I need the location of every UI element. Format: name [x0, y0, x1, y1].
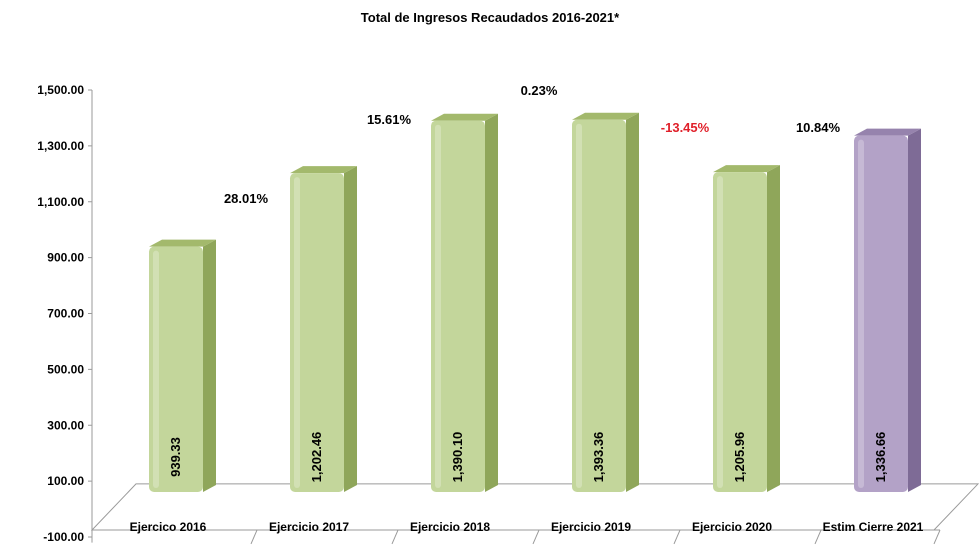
x-tick-label: Ejercicio 2017 [269, 520, 349, 534]
y-axis: -100.00 100.00 300.00 500.00 700.00 900.00 1,1… [37, 83, 93, 544]
bar-side-face [908, 128, 921, 492]
bar-top-face [713, 165, 780, 173]
x-tick-label: Ejercicio 2019 [551, 520, 631, 534]
bar-side-face [767, 165, 780, 492]
y-tick-label: 1,300.00 [37, 139, 84, 153]
bar-value-label: 1,393.36 [591, 432, 606, 483]
y-tick-label: 300.00 [47, 418, 84, 432]
y-tick-label: -100.00 [43, 530, 84, 544]
bar-value-label: 1,205.96 [732, 432, 747, 483]
bar-top-face [431, 113, 498, 121]
growth-label: 0.23% [521, 83, 558, 98]
bar-front-face [854, 135, 908, 492]
bar-front-face [290, 173, 344, 492]
bar-value-label: 939.33 [168, 437, 183, 477]
bar-highlight [153, 250, 159, 488]
bar-value-label: 1,390.10 [450, 432, 465, 483]
bar-front-face [713, 172, 767, 492]
x-tick-label: Estim Cierre 2021 [823, 520, 924, 534]
y-tick-label: 1,500.00 [37, 83, 84, 97]
bar [290, 166, 357, 492]
y-tick-label: 100.00 [47, 474, 84, 488]
y-tick-label: 500.00 [47, 362, 84, 376]
floor-separator [673, 529, 681, 545]
bar-top-face [572, 112, 639, 120]
bar-side-face [485, 113, 498, 493]
bar [572, 112, 639, 493]
bar-side-face [203, 239, 216, 492]
bar-highlight [294, 177, 300, 488]
bar-side-face [626, 112, 639, 493]
floor-separator [391, 529, 399, 545]
growth-label: -13.45% [661, 120, 710, 135]
bar [713, 165, 780, 492]
growth-label: 28.01% [224, 191, 269, 206]
y-tick-label: 1,100.00 [37, 195, 84, 209]
chart-title: Total de Ingresos Recaudados 2016-2021* [361, 10, 620, 25]
bar-value-label: 1,336.66 [873, 432, 888, 483]
growth-label: 15.61% [367, 112, 412, 127]
bar-value-label: 1,202.46 [309, 432, 324, 483]
bar-highlight [576, 123, 582, 489]
bar-top-face [290, 166, 357, 174]
y-tick-label: 900.00 [47, 251, 84, 265]
bar [431, 113, 498, 493]
floor-separator [532, 529, 540, 545]
bar-top-face [149, 239, 216, 247]
floor-separator [814, 529, 822, 545]
bar-highlight [717, 176, 723, 488]
bar-front-face [431, 120, 485, 493]
bar-side-face [344, 166, 357, 492]
bars [149, 112, 921, 493]
bar-top-face [854, 128, 921, 136]
x-tick-label: Ejercico 2016 [130, 520, 207, 534]
y-tick-label: 700.00 [47, 307, 84, 321]
bar [149, 239, 216, 492]
growth-label: 10.84% [796, 120, 841, 135]
x-tick-label: Ejercicio 2018 [410, 520, 490, 534]
floor-right-edge [933, 529, 941, 545]
labels: 939.33 Ejercico 2016 1,202.46 Ejercicio 201… [130, 83, 924, 534]
bar-highlight [435, 124, 441, 489]
bar [854, 128, 921, 492]
x-tick-label: Ejercicio 2020 [692, 520, 772, 534]
bar-highlight [858, 139, 864, 488]
chart-floor [90, 483, 980, 545]
bar-front-face [149, 246, 203, 492]
bar-front-face [572, 119, 626, 493]
floor-separator [250, 529, 258, 545]
